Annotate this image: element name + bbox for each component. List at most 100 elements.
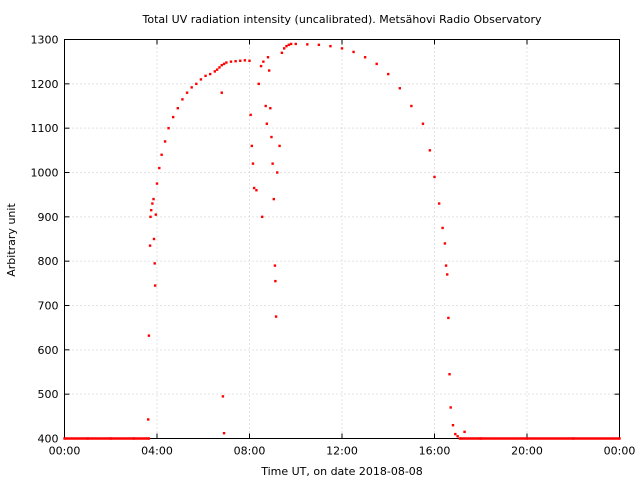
- data-point: [259, 64, 263, 68]
- x-axis-label: Time UT, on date 2018-08-08: [260, 465, 423, 478]
- data-point: [255, 189, 258, 192]
- data-point: [218, 66, 221, 69]
- y-tick-label: 1200: [31, 78, 59, 91]
- series-points: [63, 42, 621, 440]
- data-point: [160, 153, 163, 156]
- data-point: [243, 59, 247, 62]
- data-point: [220, 91, 223, 94]
- data-point: [171, 115, 175, 119]
- data-point: [150, 208, 153, 212]
- data-point: [280, 51, 284, 54]
- data-point: [148, 244, 152, 247]
- data-point: [249, 113, 252, 117]
- data-point: [225, 61, 228, 64]
- data-point: [167, 126, 170, 130]
- y-tick-label: 800: [38, 255, 59, 268]
- data-point: [272, 197, 275, 201]
- data-point: [251, 162, 255, 165]
- data-point: [287, 43, 291, 47]
- data-point: [441, 226, 444, 230]
- data-point: [222, 431, 226, 435]
- data-point: [329, 44, 332, 48]
- data-point: [234, 60, 237, 63]
- data-point: [294, 42, 297, 46]
- data-point: [266, 56, 270, 59]
- data-point: [274, 279, 277, 283]
- data-point: [208, 72, 212, 76]
- data-point: [195, 82, 198, 86]
- data-point: [421, 122, 425, 125]
- data-point: [199, 78, 203, 81]
- y-tick-label: 600: [38, 344, 59, 357]
- data-point: [451, 424, 455, 427]
- data-point: [152, 237, 156, 241]
- data-point: [444, 264, 448, 267]
- data-point: [190, 86, 193, 89]
- data-point: [248, 59, 251, 62]
- data-point: [155, 182, 159, 185]
- data-point: [215, 68, 219, 71]
- data-point: [274, 315, 278, 318]
- data-point: [151, 202, 154, 205]
- x-tick-label: 04:00: [141, 445, 173, 458]
- x-tick-label: 00:00: [49, 445, 81, 458]
- data-point: [264, 104, 267, 108]
- data-point: [262, 60, 265, 63]
- plot-frame: [64, 39, 620, 439]
- data-point: [229, 60, 233, 63]
- data-point: [443, 242, 447, 245]
- data-point: [213, 70, 217, 73]
- data-point: [463, 430, 466, 434]
- data-point: [375, 62, 378, 66]
- data-point: [239, 59, 242, 62]
- data-point: [265, 122, 269, 125]
- y-tick-label: 400: [38, 433, 59, 446]
- data-point: [276, 171, 279, 174]
- data-point: [204, 74, 207, 78]
- data-point: [149, 215, 152, 219]
- data-point: [152, 197, 155, 201]
- data-point: [221, 395, 225, 398]
- y-axis-label: Arbitrary unit: [5, 203, 18, 277]
- data-point: [154, 213, 158, 216]
- data-point: [387, 72, 390, 76]
- chart-title: Total UV radiation intensity (uncalibrat…: [142, 13, 542, 26]
- data-point: [410, 104, 413, 108]
- data-point: [273, 264, 277, 267]
- data-point: [398, 87, 402, 90]
- data-point: [153, 284, 157, 287]
- data-point: [437, 202, 441, 205]
- data-point: [147, 418, 150, 421]
- data-point: [250, 144, 254, 148]
- data-point: [278, 144, 281, 148]
- data-point: [153, 262, 156, 265]
- data-point: [220, 64, 223, 67]
- data-point: [270, 135, 273, 139]
- data-point: [269, 107, 272, 110]
- data-point: [289, 42, 293, 46]
- data-point: [340, 47, 344, 50]
- data-point: [456, 435, 459, 438]
- y-tick-label: 1300: [31, 34, 59, 47]
- data-point: [181, 98, 184, 101]
- x-tick-label: 12:00: [326, 445, 358, 458]
- data-point: [271, 162, 274, 165]
- data-point: [317, 43, 321, 47]
- data-point: [222, 62, 226, 66]
- x-tick-label: 16:00: [419, 445, 451, 458]
- data-point: [446, 273, 449, 276]
- y-tick-label: 1100: [31, 122, 59, 135]
- data-point: [363, 56, 367, 59]
- data-point: [158, 166, 161, 170]
- data-point: [252, 186, 256, 190]
- y-tick-label: 700: [38, 300, 59, 313]
- data-point: [449, 406, 452, 409]
- data-point: [257, 82, 260, 86]
- data-point: [454, 432, 457, 436]
- data-point: [176, 107, 180, 110]
- data-point: [428, 149, 432, 152]
- data-point: [447, 316, 450, 320]
- data-point: [433, 175, 436, 179]
- data-point: [147, 334, 151, 337]
- data-point: [306, 43, 309, 46]
